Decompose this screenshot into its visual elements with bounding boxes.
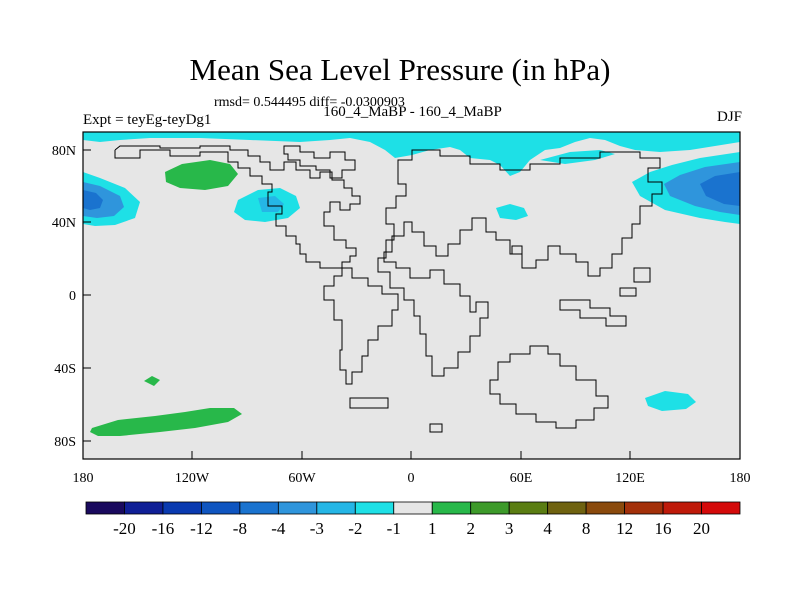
x-tick-label: 120W bbox=[175, 471, 210, 486]
anomaly-alaska-positive bbox=[165, 160, 238, 190]
coastline-arctic-islands bbox=[283, 145, 356, 179]
colorbar-swatch bbox=[124, 501, 164, 515]
x-tick-label: 60W bbox=[288, 471, 316, 486]
chart-title: Mean Sea Level Pressure (in hPa) bbox=[189, 52, 611, 87]
coastline-north-america bbox=[114, 145, 361, 269]
colorbar-label: 12 bbox=[616, 519, 633, 538]
colorbar-swatch bbox=[470, 501, 510, 515]
colorbar-label: 2 bbox=[466, 519, 475, 538]
y-tick-label: 80N bbox=[52, 144, 76, 159]
season-label: DJF bbox=[716, 109, 742, 125]
colorbar-swatch bbox=[85, 501, 125, 515]
anomaly-npac-west-core bbox=[700, 172, 740, 206]
anomaly-npac-east-core bbox=[83, 190, 103, 210]
colorbar-swatch bbox=[624, 501, 664, 515]
colorbar-label: -3 bbox=[310, 519, 324, 538]
x-tick-label: 120E bbox=[615, 471, 645, 486]
colorbar-swatch bbox=[239, 501, 279, 515]
anomaly-central-asia bbox=[496, 204, 528, 220]
colorbar: -20 -16 -12 -8 -4 -3 -2 -1 1 2 3 4 8 12 16 20 bbox=[85, 501, 741, 538]
colorbar-label: 8 bbox=[582, 519, 591, 538]
coastline-islands-se-asia bbox=[559, 299, 627, 327]
coastlines bbox=[114, 145, 663, 433]
colorbar-swatch bbox=[547, 501, 587, 515]
x-tick-label: 180 bbox=[730, 471, 751, 486]
colorbar-swatch bbox=[354, 501, 395, 515]
x-tick-label: 60E bbox=[510, 471, 533, 486]
runs-label: 160_4_MaBP - 160_4_MaBP bbox=[323, 104, 502, 120]
anomaly-southern-ocean bbox=[645, 391, 696, 411]
x-tick-label: 180 bbox=[73, 471, 94, 486]
colorbar-label: -2 bbox=[348, 519, 362, 538]
colorbar-label: -12 bbox=[190, 519, 213, 538]
colorbar-label: -16 bbox=[152, 519, 175, 538]
y-tick-label: 40S bbox=[54, 362, 76, 377]
colorbar-swatch bbox=[508, 501, 549, 515]
colorbar-swatch bbox=[316, 501, 356, 515]
colorbar-swatch bbox=[277, 501, 318, 515]
colorbar-swatch bbox=[585, 501, 625, 515]
colorbar-label: -20 bbox=[113, 519, 136, 538]
y-tick-label: 0 bbox=[69, 289, 76, 304]
anomaly-natl-core bbox=[258, 196, 284, 212]
colorbar-swatch bbox=[701, 501, 741, 515]
colorbar-swatch bbox=[431, 501, 472, 515]
x-tick-label: 0 bbox=[408, 471, 415, 486]
tick-marks bbox=[82, 149, 741, 459]
coastline-australia bbox=[489, 345, 609, 429]
x-axis-labels: 180 120W 60W 0 60E 120E 180 bbox=[73, 471, 751, 486]
anomaly-arctic-extension bbox=[540, 150, 615, 164]
coastline-south-america bbox=[323, 267, 399, 385]
colorbar-label: -4 bbox=[271, 519, 286, 538]
colorbar-label: -8 bbox=[233, 519, 247, 538]
coastline-eurasia-africa bbox=[377, 149, 663, 377]
experiment-label: Expt = teyEg-teyDg1 bbox=[83, 112, 212, 128]
y-tick-label: 40N bbox=[52, 216, 76, 231]
colorbar-label: 16 bbox=[655, 519, 672, 538]
anomaly-small-south-cell bbox=[144, 376, 160, 386]
colorbar-swatch bbox=[662, 501, 702, 515]
colorbar-label: 3 bbox=[505, 519, 514, 538]
stats-label: rmsd= 0.544495 diff= -0.0300903 bbox=[214, 95, 405, 110]
colorbar-label: 1 bbox=[428, 519, 437, 538]
coastline-small-islands bbox=[349, 245, 651, 433]
colorbar-swatch bbox=[162, 501, 202, 515]
anomaly-south-pacific-positive bbox=[90, 408, 242, 436]
colorbar-label: -1 bbox=[387, 519, 401, 538]
colorbar-swatch bbox=[393, 501, 433, 515]
colorbar-label: 20 bbox=[693, 519, 710, 538]
y-axis-labels: 80N 40N 0 40S 80S bbox=[52, 144, 76, 450]
colorbar-swatch bbox=[201, 501, 241, 515]
colorbar-label: 4 bbox=[543, 519, 552, 538]
y-tick-label: 80S bbox=[54, 435, 76, 450]
